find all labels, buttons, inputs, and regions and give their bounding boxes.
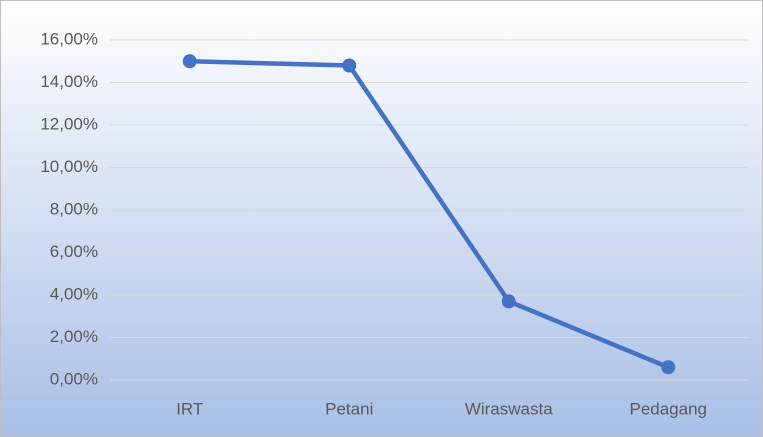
- y-tick-label: 4,00%: [50, 284, 98, 303]
- x-tick-label: IRT: [176, 399, 203, 418]
- y-tick-label: 0,00%: [50, 369, 98, 388]
- line: [187, 59, 671, 370]
- y-tick-label: 8,00%: [50, 199, 98, 218]
- y-tick-label: 16,00%: [40, 29, 98, 48]
- y-tick-label: 2,00%: [50, 327, 98, 346]
- y-tick-label: 12,00%: [40, 114, 98, 133]
- y-tick-label: 14,00%: [40, 72, 98, 91]
- marker: [342, 58, 357, 73]
- x-tick-label: Wiraswasta: [465, 399, 553, 418]
- y-tick-label: 10,00%: [40, 157, 98, 176]
- x-tick-label: Petani: [325, 399, 373, 418]
- marker: [661, 360, 676, 375]
- marker: [501, 294, 516, 309]
- x-tick-label: Pedagang: [629, 399, 707, 418]
- marker: [182, 54, 197, 69]
- y-tick-label: 6,00%: [50, 242, 98, 261]
